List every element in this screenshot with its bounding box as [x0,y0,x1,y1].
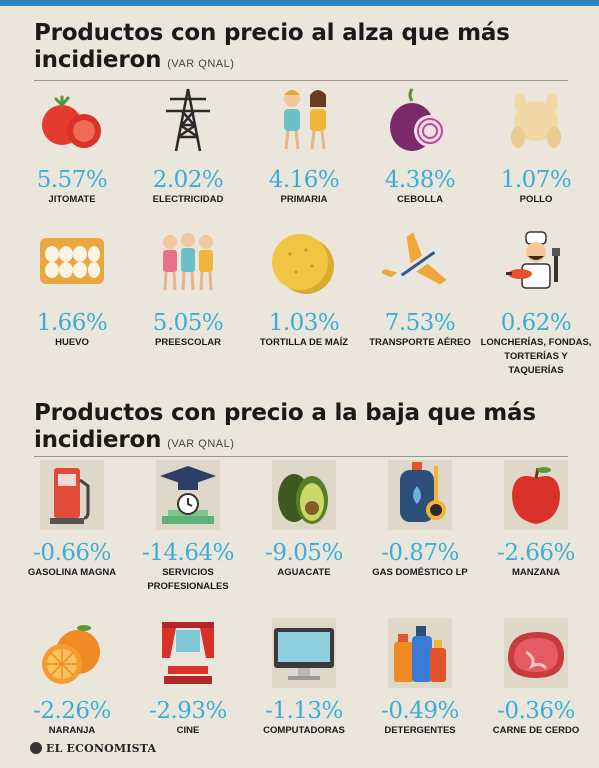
item-pollo: 1.07% POLLO [478,85,594,215]
item-gasolina: -0.66% GASOLINA MAGNA [14,460,130,600]
value-transporte-aereo: 7.53% [384,310,456,336]
value-loncherias: 0.62% [500,310,572,336]
section-down-title-line2: incidieron [34,427,162,453]
brand-mark-icon [30,742,42,754]
label-aguacate: AGUACATE [277,567,331,578]
label-primaria: PRIMARIA [280,194,328,205]
label-tortilla: TORTILLA DE MAÍZ [259,337,349,348]
label-gas-domestico: GAS DOMÉSTICO LP [372,567,468,578]
item-huevo: 1.66% HUEVO [14,228,130,378]
top-accent-bar [0,0,599,6]
computer-icon [266,618,342,688]
value-huevo: 1.66% [36,310,108,336]
detergent-icon [382,618,458,688]
value-tortilla: 1.03% [268,310,340,336]
item-jitomate: 5.57% JITOMATE [14,85,130,215]
label-transporte-aereo: TRANSPORTE AÉREO [369,337,471,348]
item-cine: -2.93% CINE [130,618,246,748]
value-servicios: -14.64% [142,540,234,566]
value-aguacate: -9.05% [265,540,343,566]
value-naranja: -2.26% [33,698,111,724]
label-cine: CINE [176,725,200,736]
label-naranja: NARANJA [48,725,96,736]
value-electricidad: 2.02% [152,167,224,193]
label-detergentes: DETERGENTES [384,725,456,736]
value-detergentes: -0.49% [381,698,459,724]
section-down-subtitle: (VAR QNAL) [167,438,235,450]
section-down-divider [34,456,568,457]
section-down-title-line1: Productos con precio a la baja que más [34,400,536,426]
value-carne-cerdo: -0.36% [497,698,575,724]
item-aguacate: -9.05% AGUACATE [246,460,362,600]
item-gas-domestico: -0.87% GAS DOMÉSTICO LP [362,460,478,600]
label-cebolla: CEBOLLA [397,194,443,205]
item-cebolla: 4.38% CEBOLLA [362,85,478,215]
apple-icon [498,460,574,530]
label-gasolina: GASOLINA MAGNA [27,567,117,578]
cook-icon [498,228,574,298]
value-gasolina: -0.66% [33,540,111,566]
item-tortilla: 1.03% TORTILLA DE MAÍZ [246,228,362,378]
label-electricidad: ELECTRICIDAD [152,194,224,205]
tortilla-icon [266,228,342,298]
brand-name: EL ECONOMISTA [46,742,157,755]
item-electricidad: 2.02% ELECTRICIDAD [130,85,246,215]
value-cebolla: 4.38% [384,167,456,193]
label-computadoras: COMPUTADORAS [263,725,345,736]
label-jitomate: JITOMATE [48,194,96,205]
value-gas-domestico: -0.87% [381,540,459,566]
airplane-icon [382,228,458,298]
value-manzana: -2.66% [497,540,575,566]
label-preescolar: PREESCOLAR [155,337,221,348]
item-carne-cerdo: -0.36% CARNE DE CERDO [478,618,594,748]
value-jitomate: 5.57% [36,167,108,193]
item-preescolar: 5.05% PREESCOLAR [130,228,246,378]
item-loncherias: 0.62% LONCHERÍAS, FONDAS, TORTERÍAS Y TA… [478,228,594,378]
gas-tank-icon [382,460,458,530]
tomato-icon [34,85,110,155]
section-up-title: Productos con precio al alza que más inc… [34,20,510,78]
egg-carton-icon [34,228,110,298]
label-huevo: HUEVO [55,337,89,348]
value-preescolar: 5.05% [152,310,224,336]
pork-icon [498,618,574,688]
chicken-icon [498,85,574,155]
graduation-icon [150,460,226,530]
label-manzana: MANZANA [511,567,561,578]
avocado-icon [266,460,342,530]
section-up-divider [34,80,568,81]
label-loncherias: LONCHERÍAS, FONDAS, TORTERÍAS Y TAQUERÍA… [480,337,592,376]
item-transporte-aereo: 7.53% TRANSPORTE AÉREO [362,228,478,378]
cinema-icon [150,618,226,688]
item-primaria: 4.16% PRIMARIA [246,85,362,215]
power-tower-icon [150,85,226,155]
label-pollo: POLLO [519,194,553,205]
kids-icon [150,228,226,298]
section-up-title-line2: incidieron [34,47,162,73]
fuel-pump-icon [34,460,110,530]
section-up-title-line1: Productos con precio al alza que más [34,20,510,46]
section-down-title: Productos con precio a la baja que más i… [34,400,536,458]
section-up-subtitle: (VAR QNAL) [167,58,235,70]
brand-logo: EL ECONOMISTA [30,742,156,755]
value-pollo: 1.07% [500,167,572,193]
value-primaria: 4.16% [268,167,340,193]
item-servicios: -14.64% SERVICIOS PROFESIONALES [130,460,246,600]
label-servicios: SERVICIOS PROFESIONALES [147,567,229,592]
item-computadoras: -1.13% COMPUTADORAS [246,618,362,748]
orange-icon [34,618,110,688]
value-computadoras: -1.13% [265,698,343,724]
item-manzana: -2.66% MANZANA [478,460,594,600]
item-detergentes: -0.49% DETERGENTES [362,618,478,748]
onion-icon [382,85,458,155]
students-icon [266,85,342,155]
label-carne-cerdo: CARNE DE CERDO [492,725,580,736]
value-cine: -2.93% [149,698,227,724]
item-naranja: -2.26% NARANJA [14,618,130,748]
